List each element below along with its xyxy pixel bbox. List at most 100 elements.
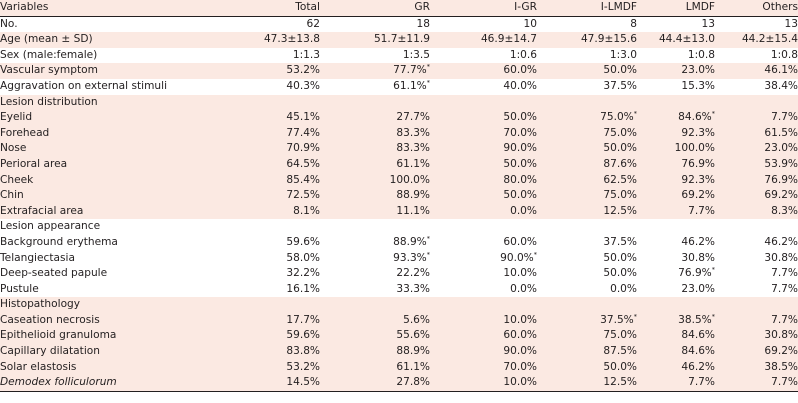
cell-text: 53.2% — [286, 64, 320, 77]
table-row: Pustule 16.1% 33.3% 0.0% 0.0% 23.0% 7.7% — [0, 282, 798, 298]
cell-value: 70.0% — [430, 125, 537, 142]
cell-value: 33.3% — [320, 282, 430, 298]
cell-value — [208, 297, 320, 313]
cell-value: 60.0% — [430, 235, 537, 251]
cell-value — [430, 94, 537, 111]
cell-value: 38.5%* — [637, 312, 715, 329]
cell-value: 50.0% — [537, 63, 637, 79]
cell-value: 46.2% — [715, 235, 798, 251]
cell-text: 59.6% — [286, 235, 320, 248]
cell-text: 7.7% — [688, 204, 715, 217]
significance-mark: * — [426, 78, 430, 87]
cell-value: 30.8% — [715, 251, 798, 267]
significance-mark: * — [426, 234, 430, 243]
cell-value: 61.1%* — [320, 79, 430, 95]
cell-text: 88.9% — [396, 345, 430, 358]
cell-value: 88.9% — [320, 344, 430, 360]
cell-text: 7.7% — [771, 282, 798, 295]
cell-value — [537, 219, 637, 235]
row-label: Vascular symptom — [0, 63, 208, 79]
row-label: Nose — [0, 141, 208, 157]
cell-value: 70.9% — [208, 141, 320, 157]
row-label: Caseation necrosis — [0, 312, 208, 329]
cell-text: 84.6% — [681, 345, 715, 358]
cell-value: 8.1% — [208, 203, 320, 220]
cell-text: 23.0% — [764, 142, 798, 155]
cell-value: 100.0% — [320, 172, 430, 189]
cell-value: 37.5% — [537, 235, 637, 251]
cell-text: 10.0% — [503, 376, 537, 389]
cell-value: 23.0% — [637, 282, 715, 298]
cell-value: 70.0% — [430, 359, 537, 376]
cell-value: 62 — [208, 16, 320, 32]
cell-value — [637, 219, 715, 235]
header-row: Variables Total GR I-GR I-LMDF LMDF Othe… — [0, 0, 798, 17]
cell-text: 1:0.6 — [509, 48, 537, 61]
cell-text: 40.0% — [503, 79, 537, 92]
cell-value: 45.1% — [208, 110, 320, 126]
cell-value: 46.2% — [637, 235, 715, 251]
cell-value: 46.2% — [637, 359, 715, 376]
cell-value: 87.5% — [537, 344, 637, 360]
cell-text: 13 — [701, 17, 715, 30]
table-row: Chin 72.5% 88.9% 50.0% 75.0% 69.2% 69.2% — [0, 188, 798, 204]
table-row: No. 62 18 10 8 13 13 — [0, 16, 798, 32]
cell-value: 88.9%* — [320, 235, 430, 251]
table-row: Forehead 77.4% 83.3% 70.0% 75.0% 92.3% 61.5% — [0, 125, 798, 142]
column-header-i-lmdf: I-LMDF — [537, 0, 637, 17]
cell-value — [537, 297, 637, 313]
cell-value: 60.0% — [430, 328, 537, 345]
cell-text: 75.0% — [603, 126, 637, 139]
table-row: Eyelid 45.1% 27.7% 50.0% 75.0%* 84.6%* 7.7% — [0, 110, 798, 126]
cell-text: 62.5% — [603, 173, 637, 186]
cell-value: 88.9% — [320, 188, 430, 204]
cell-value: 8.3% — [715, 203, 798, 220]
cell-text: 38.4% — [764, 79, 798, 92]
row-label: Histopathology — [0, 297, 208, 313]
cell-text: 76.9% — [681, 157, 715, 170]
cell-text: 46.9±14.7 — [480, 33, 537, 46]
cell-value: 61.5% — [715, 125, 798, 142]
cell-value: 40.0% — [430, 79, 537, 95]
table-row: Demodex folliculorum 14.5% 27.8% 10.0% 12.5%… — [0, 375, 798, 392]
cell-text: 7.7% — [771, 267, 798, 280]
cell-text: 10.0% — [503, 313, 537, 326]
cell-value: 11.1% — [320, 203, 430, 220]
column-header-variables: Variables — [0, 0, 208, 17]
cell-value: 23.0% — [715, 141, 798, 157]
row-label: No. — [0, 17, 18, 30]
cell-text: 70.9% — [286, 142, 320, 155]
cell-text: 23.0% — [681, 282, 715, 295]
cell-text: 30.8% — [764, 251, 798, 264]
table-row: Perioral area 64.5% 61.1% 50.0% 87.6% 76.9% 53… — [0, 156, 798, 173]
cell-text: 76.9% — [764, 173, 798, 186]
cell-text: 12.5% — [603, 376, 637, 389]
cell-value: 44.2±15.4 — [715, 32, 798, 48]
cell-text: 50.0% — [603, 64, 637, 77]
cell-value: 18 — [320, 16, 430, 32]
cell-text: 61.1% — [393, 79, 427, 92]
row-label: Extrafacial area — [0, 203, 208, 220]
table-row: Extrafacial area 8.1% 11.1% 0.0% 12.5% 7.7% 8.… — [0, 203, 798, 220]
cell-text: 12.5% — [603, 204, 637, 217]
cell-value: 69.2% — [715, 344, 798, 360]
cell-value — [430, 219, 537, 235]
cell-text: 77.4% — [286, 126, 320, 139]
cell-text: 50.0% — [503, 189, 537, 202]
table-row: Histopathology — [0, 297, 798, 313]
cell-value: 23.0% — [637, 63, 715, 79]
cell-value: 59.6% — [208, 235, 320, 251]
cell-value: 5.6% — [320, 312, 430, 329]
column-header-others: Others — [715, 0, 798, 17]
cell-value: 7.7% — [715, 282, 798, 298]
cell-text: 47.3±13.8 — [263, 33, 320, 46]
table-row: Solar elastosis 53.2% 61.1% 70.0% 50.0% 46.2%… — [0, 359, 798, 376]
cell-value: 53.2% — [208, 359, 320, 376]
row-label: Telangiectasia — [0, 251, 75, 264]
cell-value — [715, 94, 798, 111]
cell-text: 17.7% — [286, 313, 320, 326]
cell-text: 84.6% — [681, 329, 715, 342]
cell-text: 7.7% — [771, 376, 798, 389]
cell-value: 69.2% — [637, 188, 715, 204]
table-row: Deep-seated papule 32.2% 22.2% 10.0% 50.0% 76… — [0, 266, 798, 282]
